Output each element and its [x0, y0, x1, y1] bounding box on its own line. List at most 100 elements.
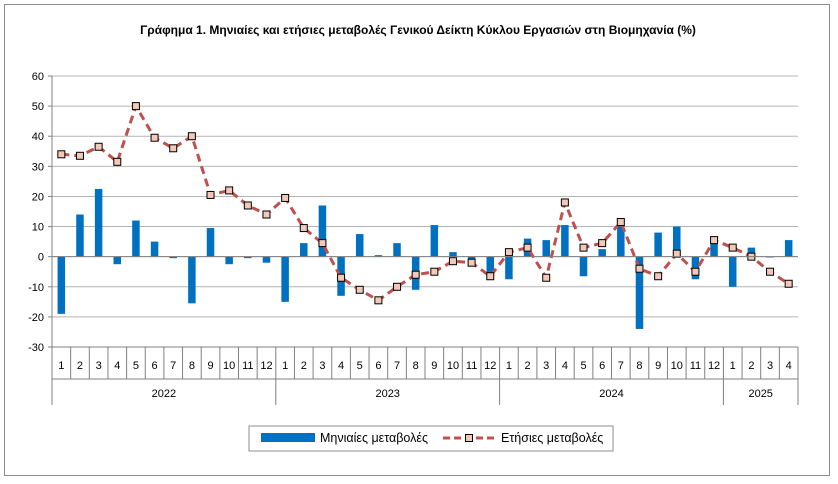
line-point [691, 267, 700, 276]
bar [505, 256, 513, 280]
line-point [411, 270, 420, 279]
x-tick-label: 1 [58, 360, 64, 372]
x-tick-label: 6 [375, 360, 381, 372]
line-point [579, 243, 588, 252]
bar [542, 240, 550, 257]
line-point [393, 282, 402, 291]
x-tick-label: 9 [655, 360, 661, 372]
year-label: 2023 [375, 388, 399, 400]
x-tick-label: 5 [133, 360, 139, 372]
bar [393, 243, 401, 257]
x-tick-label: 7 [170, 360, 176, 372]
y-tick-label: -30 [28, 342, 44, 354]
x-tick-label: 6 [152, 360, 158, 372]
y-tick-label: 0 [38, 252, 44, 264]
line-point [75, 151, 84, 160]
line-point [542, 273, 551, 282]
line-point [150, 133, 159, 142]
x-tick-label: 4 [562, 360, 568, 372]
line-point [486, 272, 495, 281]
bar [206, 228, 215, 257]
x-tick-label: 11 [242, 360, 253, 372]
line-point [206, 190, 215, 199]
bar [747, 247, 756, 257]
bar [113, 256, 122, 265]
bar [710, 241, 718, 257]
line-point [243, 201, 252, 210]
legend: Μηνιαίες μεταβολές Ετήσιες μεταβολές [248, 425, 614, 452]
x-tick-label: 4 [338, 360, 344, 372]
x-tick-label: 2 [748, 360, 754, 372]
x-tick-label: 11 [466, 360, 477, 372]
bar [561, 225, 569, 257]
year-label: 2024 [599, 388, 623, 400]
x-tick-label: 3 [319, 360, 325, 372]
y-tick-label: -10 [28, 282, 44, 294]
y-tick-label: 50 [32, 101, 44, 113]
x-tick-label: 9 [207, 360, 213, 372]
line-point [113, 157, 122, 166]
x-tick-label: 9 [431, 360, 437, 372]
x-tick-label: 12 [708, 360, 720, 372]
line-point [430, 267, 439, 276]
x-tick-label: 12 [260, 360, 272, 372]
x-tick-label: 2 [77, 360, 83, 372]
line-point [635, 264, 644, 273]
legend-bar-label: Μηνιαίες μεταβολές [320, 431, 428, 445]
y-tick-label: 40 [32, 131, 44, 143]
bar [430, 225, 439, 257]
line-point [131, 102, 140, 111]
bar [617, 222, 625, 257]
bar [94, 188, 103, 257]
x-tick-label: 12 [484, 360, 496, 372]
y-tick-label: -20 [28, 312, 44, 324]
line-point [57, 150, 66, 159]
y-tick-label: 10 [32, 222, 44, 234]
bar [374, 255, 383, 257]
bar [225, 256, 233, 265]
x-tick-label: 10 [447, 360, 459, 372]
line-point [784, 279, 793, 288]
line-point [504, 248, 513, 257]
x-tick-label: 7 [618, 360, 624, 372]
x-tick-label: 2 [525, 360, 531, 372]
x-tick-label: 5 [580, 360, 586, 372]
x-tick-label: 8 [189, 360, 195, 372]
bar [169, 256, 177, 259]
line-point [169, 144, 178, 153]
bar [598, 249, 606, 257]
line-point [672, 249, 681, 258]
year-label: 2022 [152, 388, 176, 400]
x-tick-label: 10 [223, 360, 235, 372]
x-tick-label: 3 [543, 360, 549, 372]
line-point [355, 285, 364, 294]
x-tick-label: 4 [786, 360, 792, 372]
bar [654, 232, 662, 257]
chart: Γράφημα 1. Μηνιαίες και ετήσιες μεταβολέ… [28, 23, 799, 452]
bar [132, 220, 140, 257]
line-point [710, 236, 719, 245]
x-tick-label: 8 [636, 360, 642, 372]
bar [318, 205, 327, 257]
x-tick-label: 8 [413, 360, 419, 372]
x-tick-label: 1 [506, 360, 512, 372]
chart-title: Γράφημα 1. Μηνιαίες και ετήσιες μεταβολέ… [140, 23, 696, 37]
line-point [598, 239, 607, 248]
x-tick-label: 1 [282, 360, 288, 372]
bar [635, 256, 644, 329]
line-point [225, 186, 234, 195]
year-label: 2025 [748, 388, 772, 400]
chart-frame: Γράφημα 1. Μηνιαίες και ετήσιες μεταβολέ… [4, 4, 830, 476]
x-tick-label: 5 [357, 360, 363, 372]
line-point [94, 142, 103, 151]
bar [728, 256, 737, 287]
y-tick-label: 20 [32, 191, 44, 203]
bar [150, 241, 159, 257]
x-tick-label: 4 [114, 360, 120, 372]
x-tick-label: 10 [671, 360, 683, 372]
line-point [262, 210, 271, 219]
x-tick-label: 2 [301, 360, 307, 372]
line-point [560, 198, 569, 207]
line-point [467, 258, 476, 267]
x-tick-label: 6 [599, 360, 605, 372]
